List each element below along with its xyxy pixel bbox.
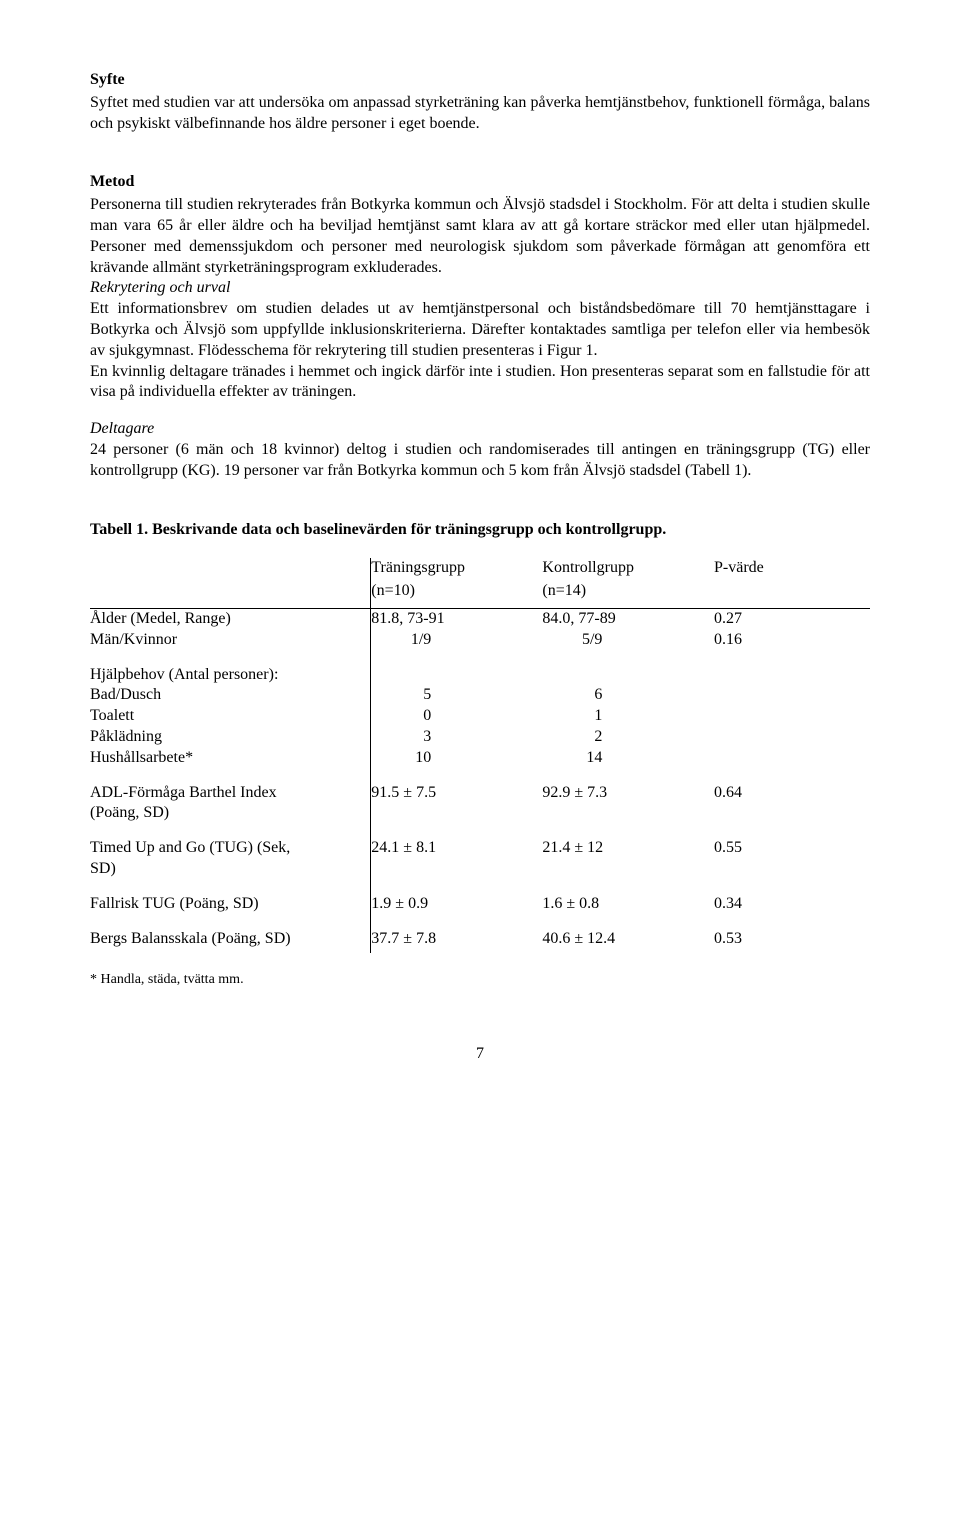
cell-label: Hushållsarbete* (90, 748, 371, 769)
cell-label: Bad/Dusch (90, 685, 371, 706)
table-row: Påklädning 3 2 (90, 727, 870, 748)
table-row: ADL-Förmåga Barthel Index 91.5 ± 7.5 92.… (90, 783, 870, 804)
th-kontrollgrupp: Kontrollgrupp (542, 558, 714, 581)
metod-paragraph-2: Ett informationsbrev om studien delades … (90, 299, 870, 361)
baseline-table: Träningsgrupp Kontrollgrupp P-värde (n=1… (90, 558, 870, 953)
table-row: Män/Kvinnor 1/9 5/9 0.16 (90, 630, 870, 651)
section-heading-syfte: Syfte (90, 70, 870, 91)
subheading-deltagare: Deltagare (90, 419, 870, 440)
cell-label: Män/Kvinnor (90, 630, 371, 651)
cell-label: Ålder (Medel, Range) (90, 609, 371, 630)
subheading-rekrytering: Rekrytering och urval (90, 278, 870, 299)
table-row: Bergs Balansskala (Poäng, SD) 37.7 ± 7.8… (90, 929, 870, 950)
cell-kg: 92.9 ± 7.3 (542, 783, 714, 804)
table-row: SD) (90, 859, 870, 880)
cell-tg: 81.8, 73-91 (371, 609, 543, 630)
cell-kg: 21.4 ± 12 (542, 838, 714, 859)
th-kg-n: (n=14) (542, 581, 714, 608)
cell-kg: 1.6 ± 0.8 (542, 894, 714, 915)
cell-p: 0.34 (714, 894, 870, 915)
cell-label: Toalett (90, 706, 371, 727)
cell-kg: 84.0, 77-89 (542, 609, 714, 630)
section-heading-metod: Metod (90, 172, 870, 193)
cell-kg: 40.6 ± 12.4 (542, 929, 714, 950)
th-traningsgrupp: Träningsgrupp (371, 558, 543, 581)
table-row: Fallrisk TUG (Poäng, SD) 1.9 ± 0.9 1.6 ±… (90, 894, 870, 915)
cell-tg: 1.9 ± 0.9 (371, 894, 543, 915)
metod-paragraph-3: En kvinnlig deltagare tränades i hemmet … (90, 362, 870, 404)
cell-label: (Poäng, SD) (90, 803, 371, 824)
cell-tg: 91.5 ± 7.5 (371, 783, 543, 804)
page-number: 7 (90, 1044, 870, 1065)
cell-tg: 5 (371, 685, 431, 706)
table-row: Hjälpbehov (Antal personer): (90, 665, 870, 686)
cell-label: ADL-Förmåga Barthel Index (90, 783, 371, 804)
cell-label: Timed Up and Go (TUG) (Sek, (90, 838, 371, 859)
table-row: Bad/Dusch 5 6 (90, 685, 870, 706)
table-title: Tabell 1. Beskrivande data och baselinev… (90, 520, 870, 541)
cell-p: 0.64 (714, 783, 870, 804)
table-header-row: Träningsgrupp Kontrollgrupp P-värde (90, 558, 870, 581)
cell-label: Fallrisk TUG (Poäng, SD) (90, 894, 371, 915)
th-tg-n: (n=10) (371, 581, 543, 608)
table-row: Ålder (Medel, Range) 81.8, 73-91 84.0, 7… (90, 609, 870, 630)
table-header-row-2: (n=10) (n=14) (90, 581, 870, 608)
table-row: Toalett 0 1 (90, 706, 870, 727)
cell-tg: 37.7 ± 7.8 (371, 929, 543, 950)
cell-tg: 0 (371, 706, 431, 727)
cell-tg: 3 (371, 727, 431, 748)
cell-tg: 24.1 ± 8.1 (371, 838, 543, 859)
th-pvarde: P-värde (714, 558, 870, 581)
cell-kg: 2 (542, 727, 602, 748)
cell-p: 0.16 (714, 630, 870, 651)
syfte-paragraph: Syftet med studien var att undersöka om … (90, 93, 870, 135)
cell-label: Bergs Balansskala (Poäng, SD) (90, 929, 371, 950)
cell-kg: 1 (542, 706, 602, 727)
cell-p: 0.53 (714, 929, 870, 950)
cell-label: SD) (90, 859, 371, 880)
metod-paragraph-1: Personerna till studien rekryterades frå… (90, 195, 870, 278)
cell-tg: 10 (371, 748, 431, 769)
table-row: Hushållsarbete* 10 14 (90, 748, 870, 769)
cell-kg: 6 (542, 685, 602, 706)
cell-p: 0.55 (714, 838, 870, 859)
cell-p: 0.27 (714, 609, 870, 630)
table-footnote: * Handla, städa, tvätta mm. (90, 971, 870, 989)
metod-paragraph-4: 24 personer (6 män och 18 kvinnor) delto… (90, 440, 870, 482)
table-row: Timed Up and Go (TUG) (Sek, 24.1 ± 8.1 2… (90, 838, 870, 859)
table-row: (Poäng, SD) (90, 803, 870, 824)
cell-label: Påklädning (90, 727, 371, 748)
cell-label: Hjälpbehov (Antal personer): (90, 665, 371, 686)
cell-kg: 14 (542, 748, 602, 769)
cell-tg: 1/9 (371, 630, 431, 651)
cell-kg: 5/9 (542, 630, 602, 651)
